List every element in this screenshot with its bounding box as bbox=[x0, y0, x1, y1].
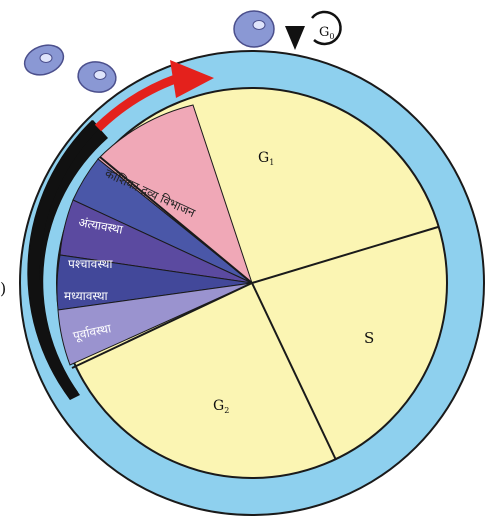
progression-arrowhead bbox=[170, 60, 214, 98]
anaphase-label: पश्चावस्था bbox=[68, 257, 113, 271]
g1-s-divider bbox=[251, 226, 439, 284]
metaphase-label: मध्यावस्था bbox=[64, 289, 109, 303]
mitotic-band-inner bbox=[28, 120, 100, 400]
g1-label: G1 bbox=[258, 150, 274, 167]
g0-loop-icon bbox=[285, 10, 342, 50]
s-g2-divider bbox=[251, 282, 337, 461]
s-label: S bbox=[364, 329, 374, 347]
g0-label: G0 bbox=[319, 25, 334, 41]
g2-label: G2 bbox=[213, 398, 229, 415]
m-g1-divider bbox=[99, 156, 253, 284]
g2-m-divider bbox=[71, 282, 253, 369]
cell-icon bbox=[23, 44, 65, 76]
left-edge-mark: ) bbox=[0, 279, 6, 298]
cell-icon bbox=[77, 61, 117, 93]
cell-icon bbox=[233, 10, 275, 48]
progression-arrow bbox=[94, 73, 180, 132]
prophase-wedge bbox=[57, 282, 253, 366]
